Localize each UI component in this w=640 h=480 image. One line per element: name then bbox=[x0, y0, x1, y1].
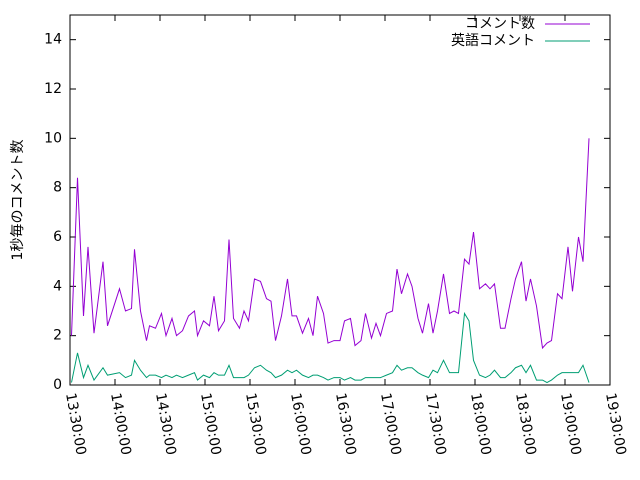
x-tick-label: 13:30:00 bbox=[62, 392, 89, 457]
x-tick-label: 18:00:00 bbox=[467, 392, 494, 457]
legend-label: コメント数 bbox=[465, 16, 535, 32]
x-tick-label: 19:00:00 bbox=[557, 392, 584, 457]
y-tick-label: 8 bbox=[53, 180, 62, 196]
x-tick-label: 14:00:00 bbox=[107, 392, 134, 457]
x-tick-label: 16:00:00 bbox=[287, 392, 314, 457]
y-tick-label: 4 bbox=[53, 278, 62, 294]
plot-frame bbox=[69, 14, 611, 386]
x-tick-label: 17:30:00 bbox=[422, 392, 449, 457]
series-line bbox=[71, 311, 590, 384]
y-tick-label: 6 bbox=[53, 229, 62, 245]
legend-label: 英語コメント bbox=[451, 32, 535, 49]
x-tick-label: 15:00:00 bbox=[197, 392, 224, 457]
x-tick-label: 17:00:00 bbox=[377, 392, 404, 457]
y-tick-label: 0 bbox=[53, 377, 62, 393]
y-tick-label: 2 bbox=[53, 328, 62, 344]
y-tick-label: 14 bbox=[44, 32, 62, 48]
x-tick-label: 16:30:00 bbox=[332, 392, 359, 457]
series-line bbox=[71, 138, 590, 350]
y-tick-label: 10 bbox=[44, 130, 62, 146]
x-tick-label: 14:30:00 bbox=[152, 392, 179, 457]
y-tick-label: 12 bbox=[44, 81, 62, 97]
x-tick-label: 19:30:00 bbox=[602, 392, 629, 457]
y-axis-label: 1秒毎のコメント数 bbox=[10, 140, 26, 261]
x-tick-label: 18:30:00 bbox=[512, 392, 539, 457]
x-tick-label: 15:30:00 bbox=[242, 392, 269, 457]
